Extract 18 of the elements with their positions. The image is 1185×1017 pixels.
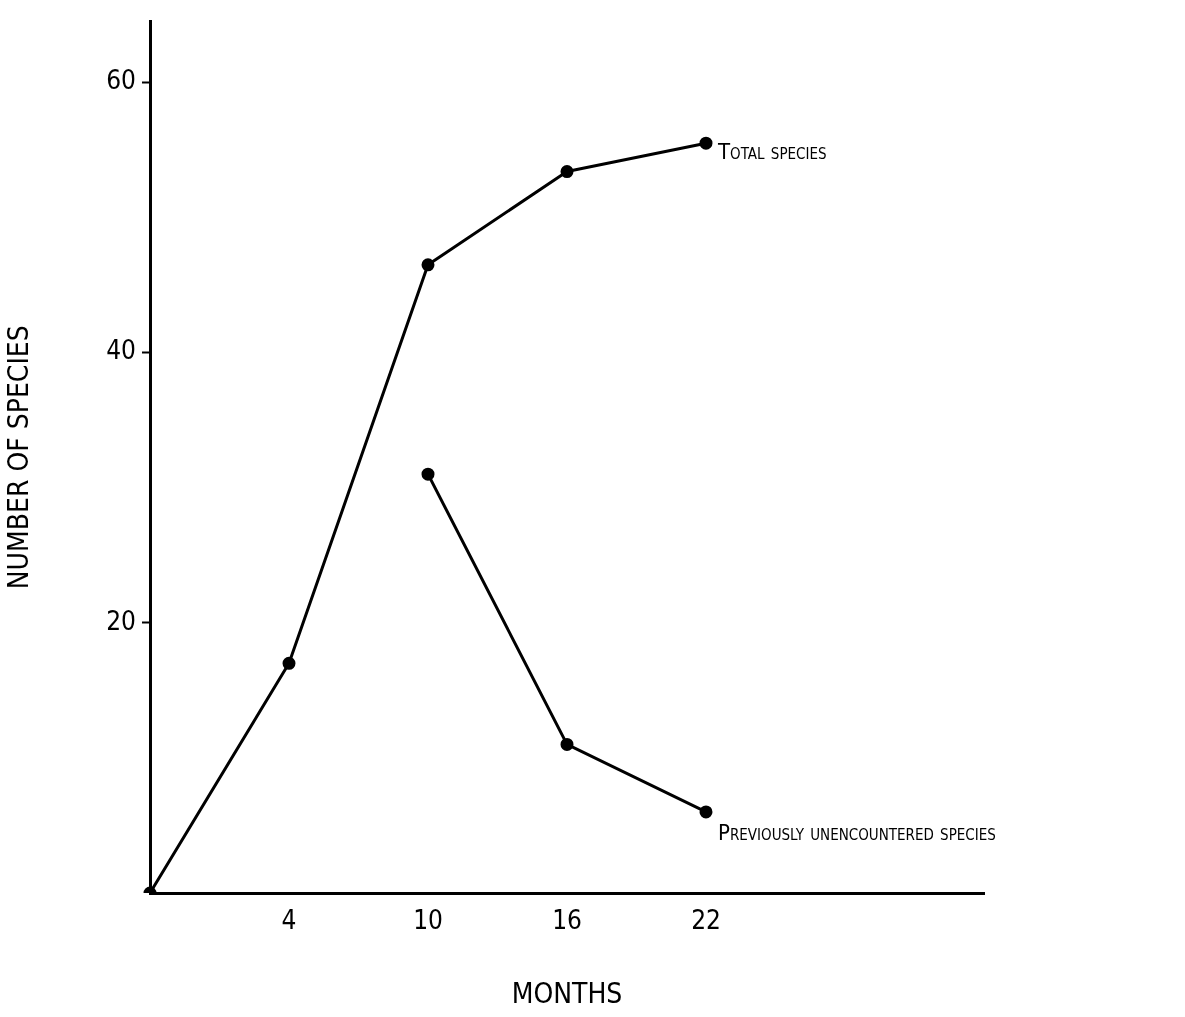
point	[282, 656, 296, 670]
x-tick-label: 22	[691, 905, 721, 936]
point	[421, 258, 435, 272]
series-label: Total species	[717, 138, 827, 164]
y-tick-label: 20	[106, 605, 136, 636]
point	[421, 467, 435, 481]
y-axis-title: NUMBER OF SPECIES	[2, 325, 36, 590]
point	[699, 805, 713, 819]
point	[699, 136, 713, 150]
x-tick-label: 10	[413, 905, 443, 936]
x-tick-label: 16	[552, 905, 582, 936]
x-tick-label: 4	[281, 905, 297, 936]
y-tick-label: 40	[106, 335, 136, 366]
x-axis-title: MONTHS	[511, 977, 623, 1011]
y-tick-label: 60	[106, 65, 136, 96]
point	[560, 737, 574, 751]
series-label: Previously unencountered species	[718, 819, 996, 845]
point	[560, 165, 574, 179]
